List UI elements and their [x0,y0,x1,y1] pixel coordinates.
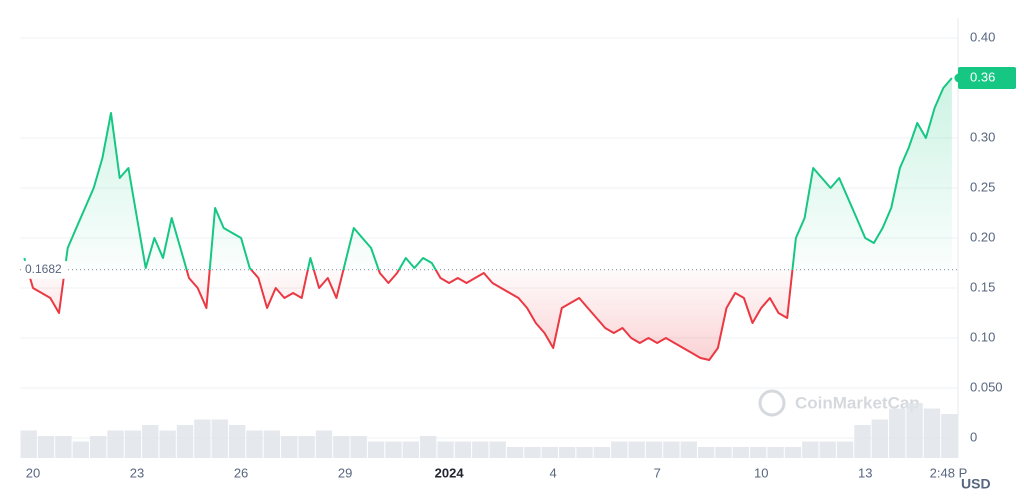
volume-bar [194,419,211,458]
volume-bar [420,436,437,458]
y-tick-label: 0.050 [970,379,1003,394]
volume-bar [871,419,889,458]
volume-bar [784,447,802,458]
volume-bar [107,430,124,458]
volume-bar [228,425,246,458]
volume-bar [489,441,506,458]
volume-bar [715,447,732,458]
volume-bar [750,447,767,458]
price-line [23,77,953,361]
x-tick-label: 7 [654,465,661,480]
volume-bar [576,447,593,458]
volume-bar [124,430,142,458]
volume-bar [923,408,941,458]
volume-bar [836,441,854,458]
volume-bar [472,441,489,458]
volume-bar [350,436,367,458]
x-tick-label: 4 [550,465,557,480]
volume-bar [906,403,923,458]
watermark-text: CoinMarketCap [795,393,920,412]
volume-bar [802,441,819,458]
y-tick-label: 0 [970,429,977,444]
volume-bar [628,441,645,458]
baseline-label-bg [22,260,68,279]
volume-bar [55,436,72,458]
x-tick-label: 23 [130,465,144,480]
volume-bar [298,436,315,458]
volume-bar [663,441,680,458]
y-tick-label: 0.20 [970,229,995,244]
volume-bar [506,447,524,458]
volume-bar [767,447,784,458]
y-tick-label: 0.15 [970,279,995,294]
volume-bar [437,441,454,458]
x-tick-label: 26 [234,465,248,480]
last-price-label: 0.36 [970,69,995,84]
volume-bar [72,441,89,458]
volume-bar [37,436,55,458]
volume-bar [524,447,541,458]
volume-bar [281,436,298,458]
volume-bar [176,425,194,458]
x-tick-label: 2:48 P [930,465,968,480]
volume-bar [941,414,958,458]
volume-bar [593,447,611,458]
volume-bar [854,425,871,458]
x-tick-label: 2024 [435,465,465,480]
volume-bar [697,447,715,458]
volume-bar [819,441,836,458]
baseline-label: 0.1682 [25,262,62,276]
volume-bar [611,441,628,458]
volume-bar [541,447,558,458]
volume-bar [680,441,697,458]
volume-bar [454,441,472,458]
volume-bar [142,425,159,458]
volume-bar [402,441,420,458]
price-area [24,78,952,360]
y-tick-label: 0.40 [970,29,995,44]
currency-label: USD [961,476,991,492]
volume-bar [367,441,385,458]
y-tick-label: 0.25 [970,179,995,194]
volume-bar [263,430,281,458]
x-tick-label: 13 [858,465,872,480]
watermark: CoinMarketCap [758,389,920,417]
volume-bar [732,447,750,458]
x-tick-label: 29 [338,465,352,480]
volume-bar [159,430,176,458]
x-tick-label: 20 [26,465,40,480]
volume-bar [333,436,350,458]
volume-bar [246,430,263,458]
y-tick-label: 0.30 [970,129,995,144]
x-tick-label: 10 [754,465,768,480]
volume-bar [315,430,333,458]
y-tick-label: 0.10 [970,329,995,344]
volume-bar [89,436,107,458]
volume-bar [889,408,906,458]
volume-bar [558,447,576,458]
volume-bar [645,441,663,458]
volume-bar [385,441,402,458]
last-price-badge [958,67,1016,89]
volume-bar [211,419,228,458]
volume-bar [20,430,37,458]
